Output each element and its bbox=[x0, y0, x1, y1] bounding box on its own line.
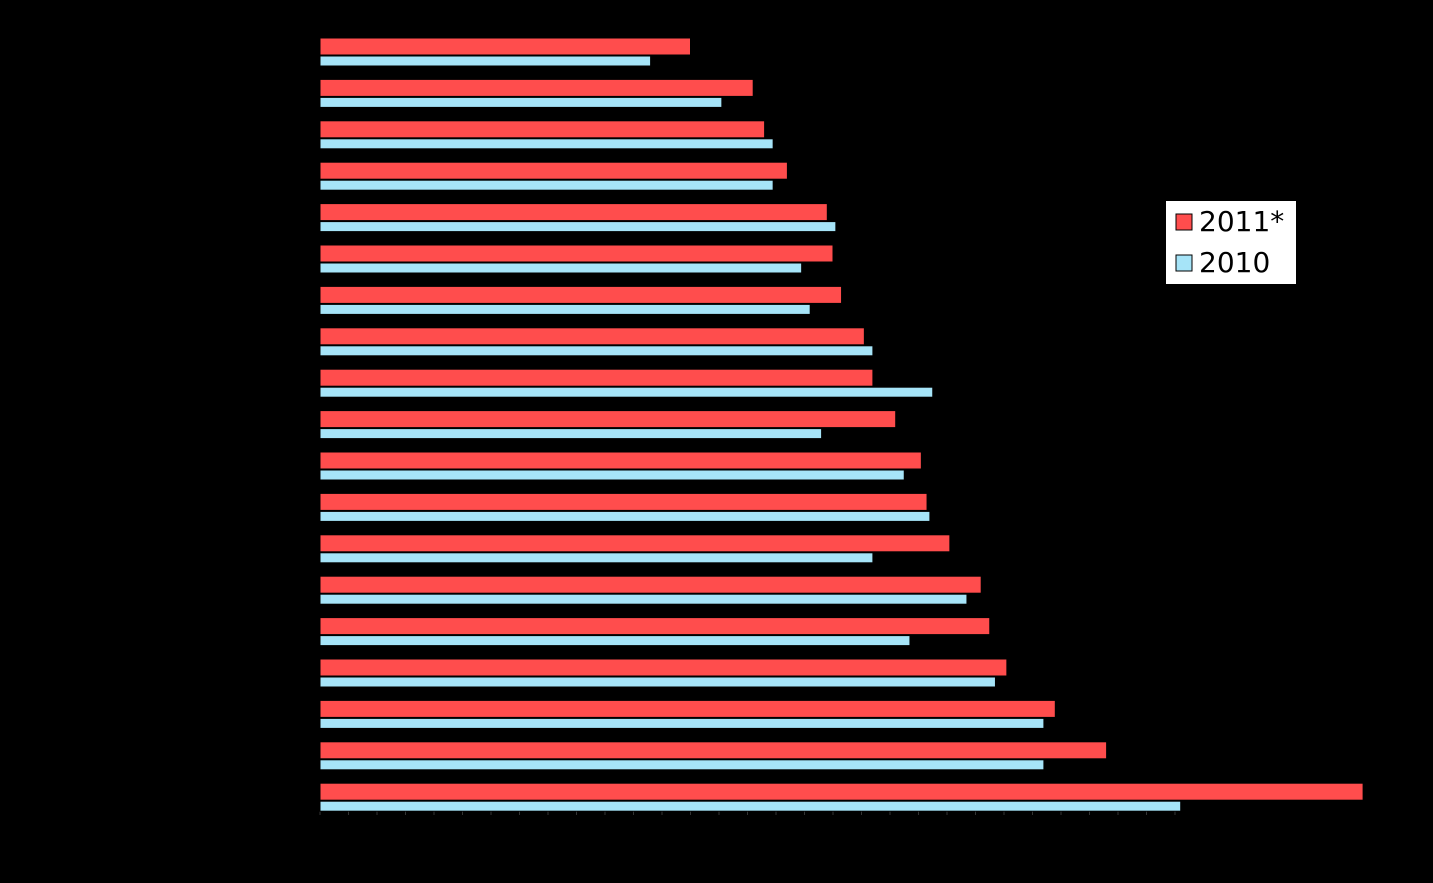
bar bbox=[319, 428, 823, 440]
legend-swatch bbox=[1175, 213, 1193, 231]
bar bbox=[319, 303, 811, 315]
bar bbox=[319, 741, 1108, 760]
bar bbox=[319, 345, 874, 357]
bar bbox=[319, 469, 905, 481]
bar bbox=[319, 221, 837, 233]
bar bbox=[319, 244, 834, 263]
bar bbox=[319, 55, 652, 67]
bar bbox=[319, 635, 911, 647]
bar bbox=[319, 386, 934, 398]
bar bbox=[319, 658, 1008, 677]
legend-label: 2011* bbox=[1199, 205, 1284, 238]
bar bbox=[319, 451, 922, 470]
bar bbox=[319, 699, 1056, 718]
bar bbox=[319, 327, 865, 346]
legend-swatch bbox=[1175, 254, 1193, 272]
bar bbox=[319, 120, 766, 139]
bar bbox=[319, 179, 774, 191]
bar bbox=[319, 676, 996, 688]
bar bbox=[319, 759, 1045, 771]
bar bbox=[319, 552, 874, 564]
bar bbox=[319, 161, 788, 180]
bar bbox=[319, 262, 803, 274]
bar bbox=[319, 575, 982, 594]
bar bbox=[319, 410, 897, 429]
bar bbox=[319, 368, 874, 387]
bar bbox=[319, 78, 754, 97]
bar bbox=[319, 285, 843, 304]
bar bbox=[319, 203, 828, 222]
bar bbox=[319, 492, 928, 511]
bar bbox=[319, 510, 931, 522]
bar bbox=[319, 782, 1364, 801]
bar bbox=[319, 593, 968, 605]
bar bbox=[319, 37, 691, 56]
bar bbox=[319, 800, 1182, 812]
bar bbox=[319, 534, 951, 553]
bar bbox=[319, 96, 723, 108]
bar bbox=[319, 138, 774, 150]
bar bbox=[319, 617, 991, 636]
legend-label: 2010 bbox=[1199, 246, 1270, 279]
bar bbox=[319, 717, 1045, 729]
